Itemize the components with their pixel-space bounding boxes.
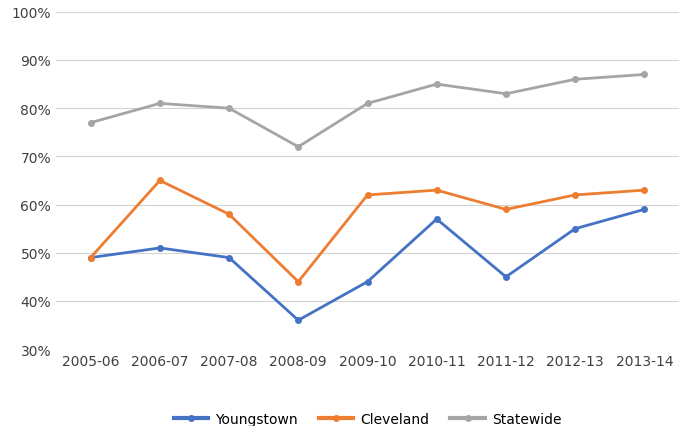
Cleveland (640, 188, 649, 193)
Cleveland (225, 212, 233, 217)
Statewide (640, 73, 649, 78)
Cleveland (155, 178, 164, 184)
Youngstown (640, 207, 649, 213)
Cleveland (502, 207, 510, 213)
Youngstown (363, 279, 372, 285)
Cleveland (86, 256, 94, 261)
Statewide (86, 121, 94, 126)
Statewide (363, 101, 372, 106)
Legend: Youngstown, Cleveland, Statewide: Youngstown, Cleveland, Statewide (168, 407, 567, 426)
Youngstown (433, 217, 441, 222)
Statewide (433, 82, 441, 87)
Youngstown (294, 318, 302, 323)
Line: Youngstown: Youngstown (88, 207, 648, 323)
Youngstown (155, 246, 164, 251)
Statewide (502, 92, 510, 97)
Statewide (155, 101, 164, 106)
Youngstown (86, 256, 94, 261)
Line: Statewide: Statewide (88, 72, 648, 150)
Youngstown (571, 227, 580, 232)
Cleveland (571, 193, 580, 198)
Statewide (571, 78, 580, 83)
Cleveland (294, 279, 302, 285)
Cleveland (363, 193, 372, 198)
Statewide (225, 106, 233, 112)
Youngstown (502, 275, 510, 280)
Line: Cleveland: Cleveland (88, 178, 648, 285)
Cleveland (433, 188, 441, 193)
Youngstown (225, 256, 233, 261)
Statewide (294, 145, 302, 150)
